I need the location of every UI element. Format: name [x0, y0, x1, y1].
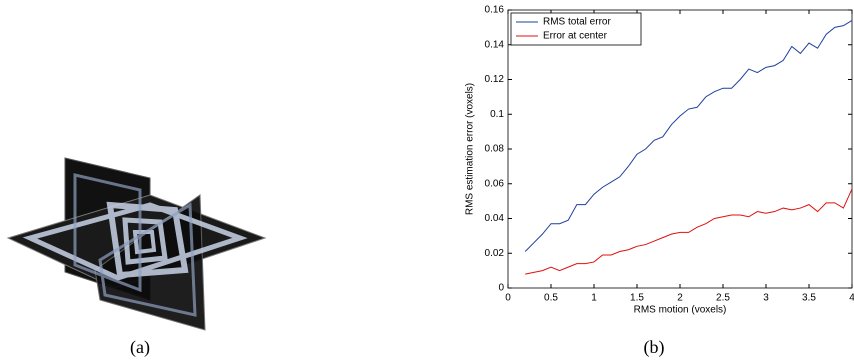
caption: (b) — [644, 337, 665, 358]
y-tick-label: 0.06 — [485, 178, 505, 189]
data-line — [525, 20, 852, 251]
x-tick-label: 0 — [505, 293, 511, 304]
y-axis-label: RMS estimation error (voxels) — [465, 83, 476, 215]
y-tick-label: 0.04 — [485, 213, 505, 224]
plot-frame — [508, 10, 852, 288]
x-tick-label: 3.5 — [802, 293, 816, 304]
x-tick-label: 0.5 — [544, 293, 558, 304]
x-tick-label: 4 — [849, 293, 854, 304]
x-tick-label: 1.5 — [630, 293, 644, 304]
y-tick-label: 0.08 — [485, 144, 505, 155]
legend-label: Error at center — [543, 31, 608, 42]
x-tick-label: 2.5 — [716, 293, 730, 304]
data-line — [525, 189, 852, 274]
y-tick-label: 0.12 — [485, 74, 505, 85]
page: (a) (b) 0 0.5 1 1.5 2 2.5 3 3.5 4 0 0.02 0.04 0.06 0.… — [0, 0, 854, 363]
y-tick-label: 0.16 — [485, 5, 505, 16]
x-tick-label: 1 — [591, 293, 597, 304]
figure: (a) (b) 0 0.5 1 1.5 2 2.5 3 3.5 4 0 0.02 0.04 0.06 0.… — [0, 0, 854, 363]
caption: (a) — [130, 337, 150, 358]
x-axis-label: RMS motion (voxels) — [634, 305, 727, 316]
legend-label: RMS total error — [543, 17, 611, 28]
y-tick-label: 0.02 — [485, 248, 505, 259]
x-tick-label: 3 — [763, 293, 769, 304]
volume-render — [8, 158, 265, 330]
y-tick-label: 0 — [498, 283, 504, 294]
y-tick-label: 0.14 — [485, 39, 505, 50]
x-tick-label: 2 — [677, 293, 683, 304]
y-tick-label: 0.1 — [490, 109, 504, 120]
